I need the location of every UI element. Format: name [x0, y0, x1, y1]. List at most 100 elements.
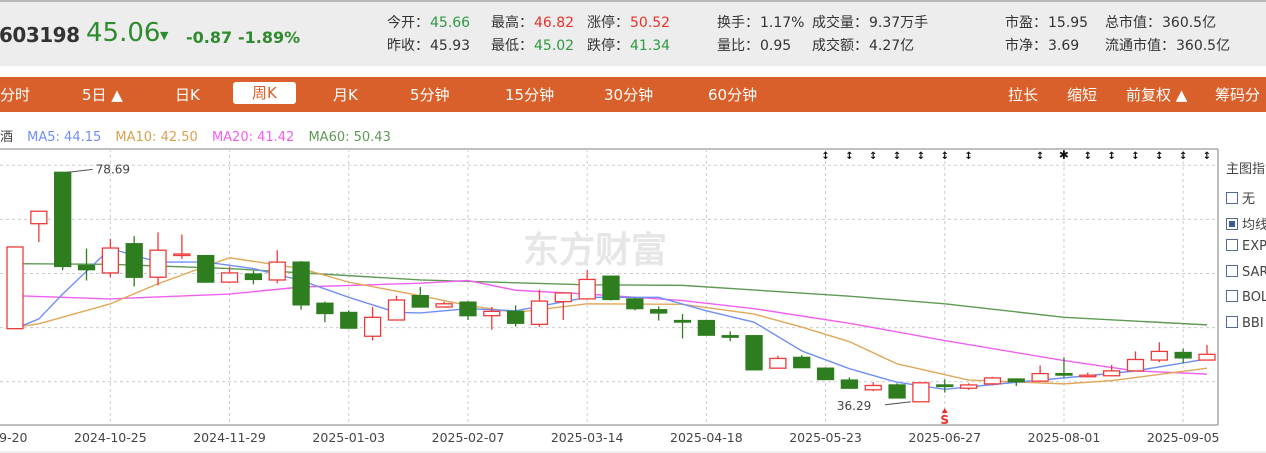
checkbox-icon[interactable] [1226, 315, 1238, 328]
indicator-panel-title: 主图指 [1226, 162, 1266, 177]
price-change: -0.87 [186, 28, 233, 47]
tab-0[interactable]: 分时 [0, 86, 31, 104]
checkbox-icon[interactable] [1226, 290, 1238, 302]
candle-down [602, 275, 620, 301]
candle-down [54, 171, 72, 268]
candle-up [1079, 374, 1097, 378]
tab-7[interactable]: 30分钟 [604, 86, 654, 104]
low-pointer [884, 401, 911, 406]
tab-8[interactable]: 60分钟 [708, 86, 758, 104]
stock-name: 酒 [0, 130, 14, 145]
candle-up [435, 303, 453, 308]
candle-down [745, 335, 763, 371]
checkbox-icon[interactable] [1226, 192, 1238, 204]
candle-down [125, 243, 143, 278]
candle-down [244, 273, 263, 281]
sun-marker-icon: ✱ [1059, 148, 1069, 162]
tab-11[interactable]: 前复权 ▲ [1126, 86, 1188, 104]
stat-label: 跌停： [587, 38, 629, 54]
candle-up [30, 210, 48, 225]
stat-value: 1.17% [760, 15, 805, 31]
tab-2[interactable]: 日K [175, 86, 200, 104]
event-marker-icon: ↕ [869, 151, 877, 162]
x-tick-label: 2024-10-25 [74, 430, 147, 445]
checkbox-icon[interactable] [1226, 217, 1238, 230]
triangle-down-icon: ▼ [160, 29, 169, 42]
quote-stat: 最低：45.02 [491, 35, 574, 55]
stat-value: 360.5亿 [1176, 38, 1231, 54]
candle-down [1055, 372, 1073, 376]
stat-label: 市净： [1005, 38, 1047, 54]
stat-label: 市盈： [1005, 15, 1047, 31]
candle-up [387, 299, 406, 321]
candle-down [1174, 351, 1192, 359]
event-marker-icon: ↕ [845, 151, 853, 162]
quote-header: 603198 45.06 ▼ -0.87 -1.89% 今开：45.66 最高：4… [0, 0, 1266, 66]
event-marker-icon: ↕ [941, 151, 949, 162]
indicator-option[interactable]: SAR [1226, 264, 1266, 280]
stat-label: 今开： [387, 15, 429, 31]
candle-up [554, 292, 572, 303]
tab-9[interactable]: 拉长 [1008, 86, 1039, 104]
stat-value: 15.95 [1048, 15, 1089, 31]
stat-label: 流通市值： [1105, 38, 1175, 54]
event-marker-icon: ↕ [1036, 151, 1044, 162]
candle-down [506, 310, 525, 324]
candle-down [650, 309, 668, 314]
indicator-option[interactable]: BOL [1226, 290, 1266, 305]
quote-stat: 量比：0.95 [717, 35, 791, 55]
event-marker-icon: ↕ [1131, 151, 1139, 162]
last-price: 45.06 [86, 18, 161, 48]
event-marker-icon: ↕ [964, 151, 972, 162]
stat-value: 46.82 [534, 15, 575, 31]
indicator-option[interactable]: 均线 [1226, 214, 1266, 233]
indicator-option[interactable]: 无 [1226, 188, 1266, 207]
event-marker-icon: ↕ [893, 151, 901, 162]
candle-up [769, 357, 787, 369]
quote-stat: 总市值：360.5亿 [1105, 12, 1216, 32]
quote-stat: 今开：45.66 [387, 12, 470, 32]
candle-up [578, 278, 596, 300]
signal-arrow-icon [941, 408, 948, 413]
candle-up [149, 249, 167, 278]
quote-stat: 跌停：41.34 [587, 35, 670, 55]
candle-down [292, 261, 310, 306]
tab-3[interactable]: 周K [233, 82, 296, 104]
option-label: BOL [1242, 290, 1266, 305]
stat-value: 41.34 [630, 38, 671, 54]
low-label: 36.29 [837, 399, 871, 413]
indicator-option[interactable]: BBI [1226, 315, 1266, 331]
x-tick-label: 2025-01-03 [312, 430, 385, 445]
candle-down [721, 335, 739, 338]
checkbox-icon[interactable] [1226, 264, 1238, 277]
tab-5[interactable]: 5分钟 [410, 86, 450, 104]
tab-1[interactable]: 5日 ▲ [82, 86, 123, 104]
high-label: 78.69 [96, 162, 130, 176]
candle-down [793, 356, 811, 369]
checkbox-icon[interactable] [1226, 239, 1238, 251]
event-marker-icon: ↕ [1155, 151, 1163, 162]
indicator-option[interactable]: EXP [1226, 239, 1266, 254]
tab-12[interactable]: 筹码分 [1215, 86, 1261, 104]
x-tick-label: 2024-11-29 [193, 430, 266, 445]
stat-value: 50.52 [630, 15, 671, 31]
x-tick-label: 2025-04-18 [670, 430, 743, 445]
stat-label: 成交额： [812, 38, 868, 54]
candle-up [530, 300, 549, 325]
ma-legend: 酒 MA5: 44.15 MA10: 42.50 MA20: 41.42 MA6… [0, 126, 401, 145]
quote-stat: 成交额：4.27亿 [812, 35, 914, 55]
candle-up [983, 377, 1002, 385]
ma20-value: MA20: 41.42 [211, 130, 295, 145]
candle-up [101, 247, 120, 274]
x-tick-label: 2024-09-20 [0, 430, 28, 445]
option-label: EXP [1242, 239, 1266, 254]
candle-down [888, 384, 906, 399]
x-tick-label: 2025-09-05 [1147, 430, 1220, 445]
x-tick-label: 2025-02-07 [432, 430, 505, 445]
tab-10[interactable]: 缩短 [1067, 86, 1098, 104]
tab-4[interactable]: 月K [333, 86, 358, 104]
stat-value: 3.69 [1048, 38, 1080, 54]
tab-6[interactable]: 15分钟 [505, 86, 555, 104]
period-tab-bar: 分时 5日 ▲ 日K 周K 月K 5分钟 15分钟 30分钟 60分钟 拉长 缩短 前复权 ▲ 筹码分 [0, 77, 1266, 112]
